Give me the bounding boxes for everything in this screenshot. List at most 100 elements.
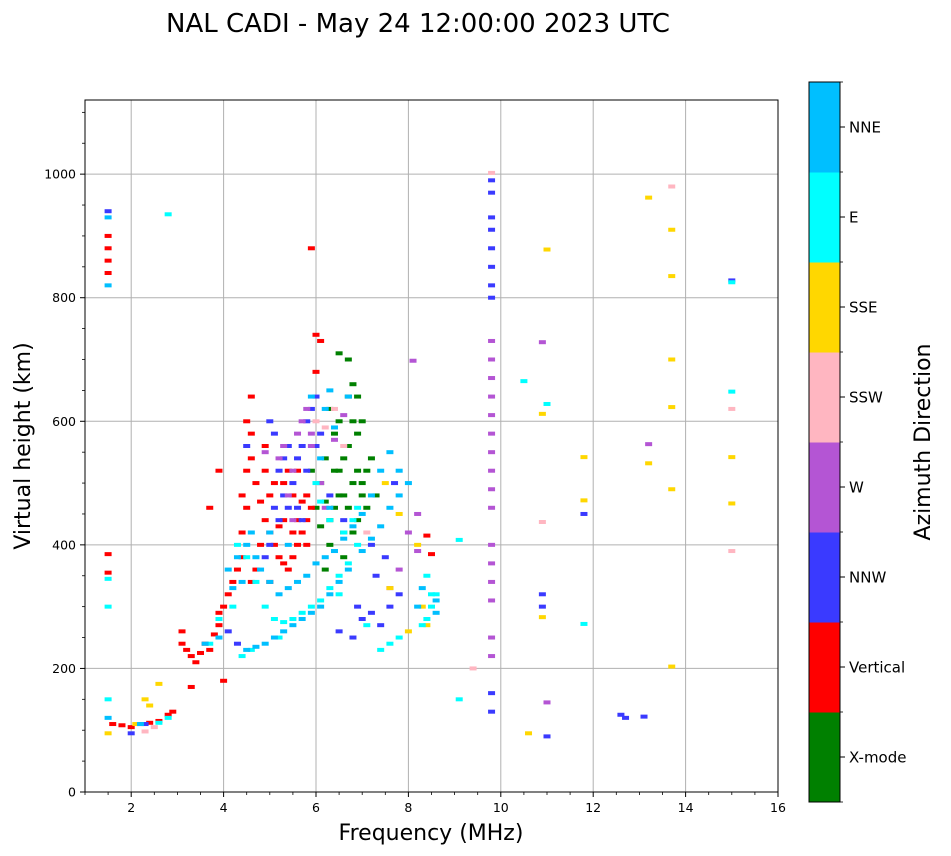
data-point — [307, 604, 315, 609]
data-point — [298, 499, 306, 504]
data-point — [414, 542, 422, 547]
data-point — [335, 493, 343, 498]
data-point — [104, 283, 112, 288]
data-point — [224, 629, 232, 634]
data-point — [358, 419, 366, 424]
data-point — [104, 604, 112, 609]
data-point — [275, 518, 283, 523]
colorbar-tick-label: SSE — [849, 299, 878, 317]
data-point — [488, 635, 496, 640]
x-tick-label: 2 — [127, 800, 135, 815]
data-point — [330, 406, 338, 411]
data-point — [215, 623, 223, 628]
data-point — [330, 437, 338, 442]
data-point — [354, 518, 362, 523]
data-point — [224, 567, 232, 572]
data-point — [215, 635, 223, 640]
data-point — [280, 456, 288, 461]
data-point — [455, 697, 463, 702]
data-point — [294, 542, 302, 547]
colorbar-tick-label: NNE — [849, 119, 881, 137]
data-point — [317, 524, 325, 529]
data-point — [215, 610, 223, 615]
data-point — [164, 212, 172, 217]
data-point — [252, 579, 260, 584]
data-point — [340, 493, 348, 498]
data-point — [580, 511, 588, 516]
data-point — [270, 481, 278, 486]
x-tick-label: 6 — [312, 800, 320, 815]
data-point — [321, 555, 329, 560]
colorbar-segment — [809, 262, 840, 353]
data-point — [270, 505, 278, 510]
data-point — [303, 419, 311, 424]
data-point — [367, 610, 375, 615]
data-point — [220, 604, 228, 609]
data-point — [423, 623, 431, 628]
data-point — [340, 413, 348, 418]
data-point — [395, 468, 403, 473]
data-point — [330, 505, 338, 510]
colorbar-tick-label: X-mode — [849, 749, 906, 767]
data-point — [386, 505, 394, 510]
data-point — [141, 722, 149, 727]
data-point — [455, 537, 463, 542]
data-point — [266, 419, 274, 424]
data-point — [317, 598, 325, 603]
data-point — [377, 468, 385, 473]
data-point — [243, 468, 251, 473]
data-point — [233, 542, 241, 547]
data-point — [367, 456, 375, 461]
data-point — [326, 505, 334, 510]
data-point — [294, 505, 302, 510]
data-point — [104, 552, 112, 557]
data-point — [488, 178, 496, 183]
data-point — [261, 555, 269, 560]
data-point — [257, 542, 265, 547]
data-point — [187, 654, 195, 659]
data-point — [266, 530, 274, 535]
data-point — [197, 650, 204, 655]
data-point — [261, 450, 269, 455]
data-point — [261, 444, 269, 448]
data-point — [247, 647, 255, 652]
data-point — [488, 246, 496, 251]
data-point — [340, 456, 348, 461]
data-point — [358, 481, 366, 486]
data-point — [488, 170, 496, 175]
data-point — [418, 586, 426, 591]
data-point — [488, 505, 496, 510]
data-point — [358, 493, 366, 498]
data-point — [377, 524, 385, 529]
data-point — [233, 567, 241, 572]
colorbar-segment — [809, 532, 840, 623]
data-point — [414, 511, 422, 516]
data-point — [488, 283, 496, 288]
data-point — [432, 592, 440, 597]
data-point — [363, 505, 371, 510]
data-point — [409, 358, 417, 363]
data-point — [728, 406, 736, 411]
data-point — [414, 604, 422, 609]
data-point — [261, 468, 269, 473]
data-point — [404, 530, 412, 535]
data-point — [312, 481, 320, 486]
y-tick-label: 0 — [68, 785, 76, 800]
data-point — [118, 723, 126, 728]
plot-area — [85, 100, 778, 792]
data-point — [238, 555, 246, 560]
data-point — [488, 709, 496, 714]
data-point — [354, 468, 362, 473]
data-point — [317, 481, 325, 486]
data-point — [349, 382, 357, 387]
data-point — [340, 530, 348, 535]
data-point — [252, 555, 260, 560]
data-point — [326, 592, 334, 597]
data-point — [298, 518, 306, 523]
data-point — [312, 561, 320, 566]
data-point — [349, 530, 357, 535]
data-point — [136, 722, 144, 727]
data-point — [243, 419, 251, 424]
data-point — [266, 542, 274, 547]
data-point — [386, 641, 394, 646]
